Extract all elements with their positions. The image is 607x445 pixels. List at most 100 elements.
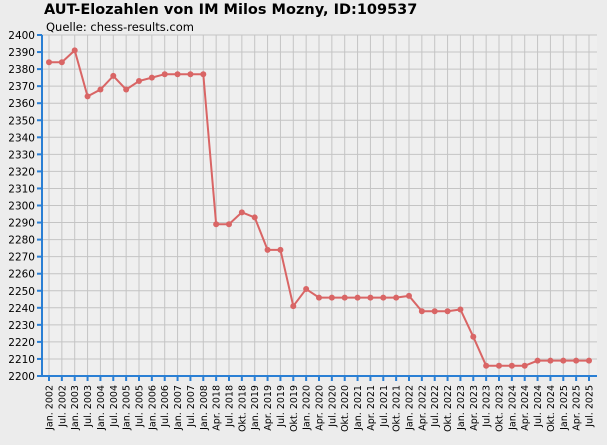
y-tick-label: 2350 bbox=[8, 115, 35, 127]
data-point bbox=[508, 362, 515, 369]
data-point bbox=[521, 362, 528, 369]
chart-title: AUT-Elozahlen von IM Milos Mozny, ID:109… bbox=[44, 2, 418, 18]
x-tick-label: Jul. 2005 bbox=[135, 385, 146, 428]
x-tick-label: Jul. 2002 bbox=[57, 385, 68, 428]
x-tick-label: Okt. 2020 bbox=[340, 385, 351, 432]
x-tick-label: Jul. 2022 bbox=[430, 385, 441, 428]
data-point bbox=[238, 209, 245, 216]
data-point bbox=[226, 221, 232, 228]
x-tick-label: Okt. 2021 bbox=[392, 385, 403, 432]
chart-subtitle: Quelle: chess-results.com bbox=[46, 20, 194, 34]
x-tick-label: Apr. 2019 bbox=[263, 385, 274, 431]
data-point bbox=[444, 308, 451, 315]
x-tick-label: Jan. 2004 bbox=[96, 385, 107, 431]
data-point bbox=[174, 71, 181, 78]
data-point bbox=[418, 308, 425, 315]
data-point bbox=[84, 93, 91, 100]
x-tick-label: Jul. 2007 bbox=[186, 385, 197, 428]
data-point bbox=[290, 303, 297, 310]
data-point bbox=[560, 357, 567, 364]
data-point bbox=[251, 214, 258, 221]
data-point bbox=[277, 246, 284, 253]
x-tick-label: Okt. 2024 bbox=[546, 385, 557, 432]
y-tick-label: 2230 bbox=[8, 320, 35, 332]
axes bbox=[37, 34, 597, 381]
data-point bbox=[470, 333, 477, 340]
y-tick-label: 2270 bbox=[8, 252, 35, 264]
x-tick-label: Okt. 2019 bbox=[289, 385, 300, 432]
y-tick-label: 2200 bbox=[8, 371, 35, 383]
data-point bbox=[213, 221, 220, 228]
y-tick-label: 2310 bbox=[8, 183, 35, 195]
grid-lines bbox=[42, 34, 597, 377]
x-tick-label: Jan. 2021 bbox=[353, 385, 364, 431]
data-point bbox=[303, 286, 310, 293]
x-tick-label: Jul. 2006 bbox=[160, 385, 171, 428]
data-point bbox=[534, 357, 541, 364]
y-tick-label: 2370 bbox=[8, 81, 35, 93]
data-point bbox=[316, 294, 322, 301]
y-tick-label: 2360 bbox=[8, 98, 35, 110]
x-tick-label: Jul. 2004 bbox=[109, 385, 120, 428]
data-point bbox=[393, 294, 400, 301]
x-tick-label: Jan. 2019 bbox=[250, 385, 261, 431]
data-point bbox=[148, 74, 155, 81]
x-tick-label: Okt. 2022 bbox=[443, 385, 454, 432]
x-tick-label: Apr. 2025 bbox=[572, 385, 583, 431]
data-point bbox=[46, 59, 52, 66]
data-point bbox=[110, 72, 117, 79]
data-point bbox=[380, 294, 387, 301]
x-tick-label: Jan. 2008 bbox=[199, 385, 210, 431]
x-tick-label: Jul. 2019 bbox=[276, 385, 287, 428]
data-point bbox=[58, 59, 65, 66]
series-elo bbox=[46, 47, 592, 369]
y-tick-label: 2220 bbox=[8, 337, 35, 349]
y-tick-label: 2390 bbox=[8, 47, 35, 59]
x-tick-label: Okt. 2018 bbox=[237, 385, 248, 432]
x-tick-label: Jul. 2018 bbox=[225, 385, 236, 428]
x-tick-label: Apr. 2022 bbox=[417, 385, 428, 431]
data-point bbox=[573, 357, 580, 364]
data-point bbox=[187, 71, 194, 78]
x-tick-label: Apr. 2021 bbox=[366, 385, 377, 431]
y-tick-label: 2290 bbox=[8, 218, 35, 230]
y-tick-label: 2210 bbox=[8, 354, 35, 366]
y-tick-label: 2340 bbox=[8, 132, 35, 144]
x-tick-label: Apr. 2024 bbox=[520, 385, 531, 431]
data-point bbox=[264, 246, 271, 253]
x-tick-label: Jul. 2023 bbox=[482, 385, 493, 428]
x-tick-label: Jan. 2002 bbox=[45, 385, 56, 431]
x-tick-label: Okt. 2023 bbox=[495, 385, 506, 432]
x-tick-label: Jul. 2021 bbox=[379, 385, 390, 428]
data-point bbox=[328, 294, 335, 301]
data-point bbox=[367, 294, 374, 301]
data-point bbox=[547, 357, 554, 364]
y-tick-label: 2280 bbox=[8, 235, 35, 247]
y-tick-label: 2320 bbox=[8, 166, 35, 178]
x-tick-label: Jul. 2020 bbox=[327, 385, 338, 428]
y-tick-label: 2250 bbox=[8, 286, 35, 298]
x-tick-label: Apr. 2018 bbox=[212, 385, 223, 431]
data-point bbox=[457, 306, 464, 313]
data-point bbox=[71, 47, 78, 54]
x-tick-label: Jul. 2024 bbox=[533, 385, 544, 428]
x-tick-label: Apr. 2023 bbox=[469, 385, 480, 431]
data-point bbox=[97, 86, 104, 93]
x-tick-label: Jan. 2020 bbox=[302, 385, 313, 431]
x-tick-label: Jul. 2025 bbox=[585, 385, 596, 428]
data-point bbox=[354, 294, 361, 301]
y-tick-label: 2240 bbox=[8, 303, 35, 315]
x-tick-label: Apr. 2020 bbox=[315, 385, 326, 431]
x-tick-label: Jan. 2023 bbox=[456, 385, 467, 431]
x-tick-label: Jan. 2006 bbox=[147, 385, 158, 431]
data-point bbox=[496, 362, 502, 369]
data-point bbox=[431, 308, 438, 315]
data-point bbox=[200, 71, 207, 78]
y-tick-label: 2380 bbox=[8, 64, 35, 76]
data-point bbox=[586, 357, 592, 364]
data-point bbox=[341, 294, 348, 301]
data-point bbox=[483, 362, 490, 369]
data-point bbox=[161, 71, 168, 78]
